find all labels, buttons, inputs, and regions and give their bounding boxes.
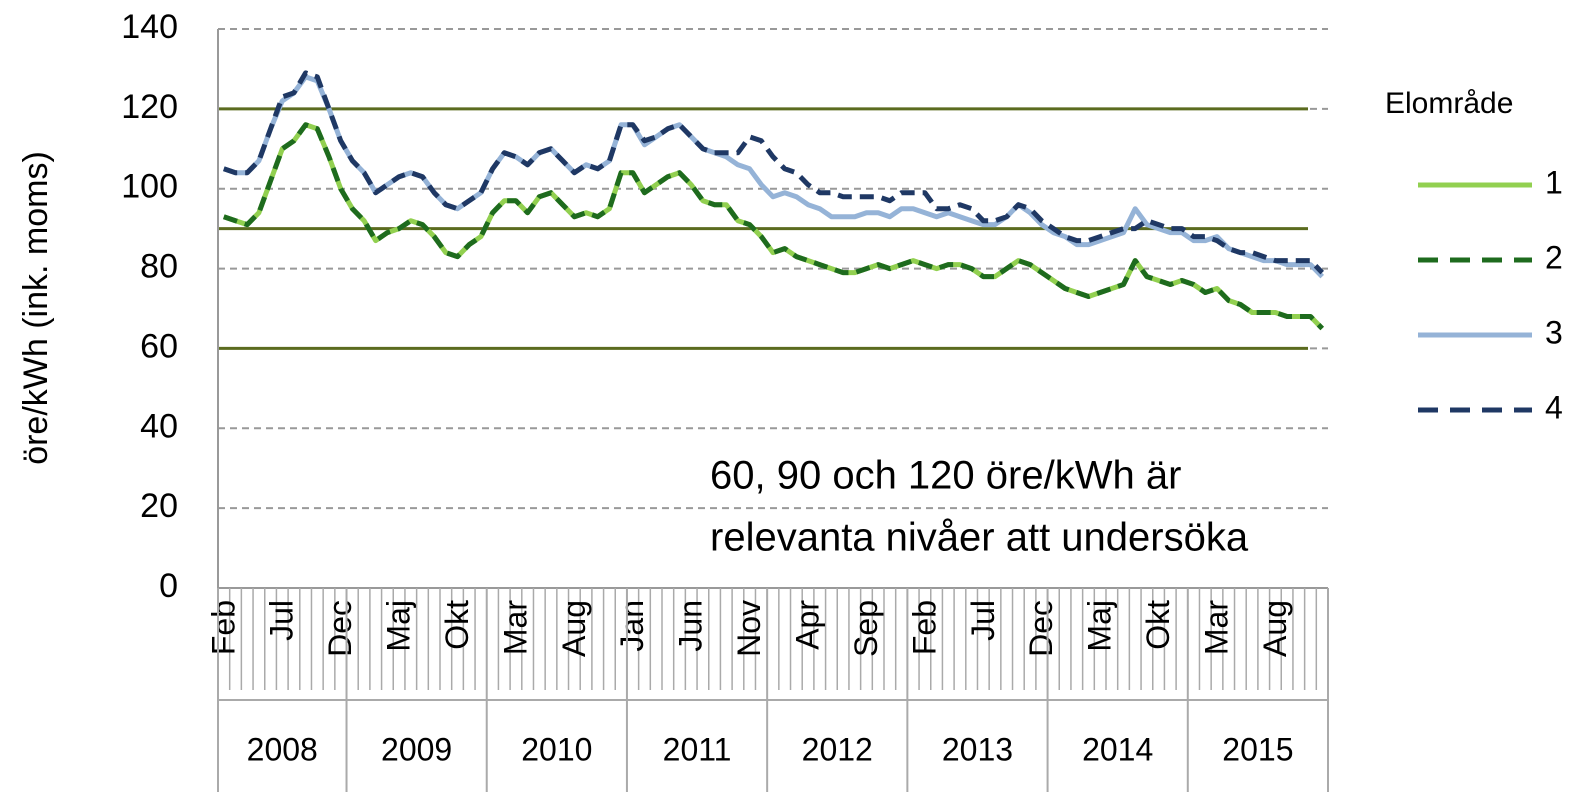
year-label: 2013	[942, 731, 1013, 767]
series-line	[223, 70, 1324, 275]
legend-label: 1	[1545, 164, 1563, 200]
x-tick-label: Sep	[848, 600, 884, 657]
legend-label: 4	[1545, 389, 1563, 425]
y-tick-label: 0	[159, 567, 178, 605]
annotation: relevanta nivåer att undersöka	[710, 516, 1249, 560]
y-tick-label: 140	[121, 8, 178, 46]
x-tick-label: Dec	[322, 600, 358, 657]
x-tick-label: Maj	[1082, 600, 1118, 652]
year-label: 2015	[1222, 731, 1293, 767]
legend-label: 2	[1545, 239, 1563, 275]
y-tick-label: 120	[121, 88, 178, 126]
x-tick-label: Nov	[731, 600, 767, 657]
series-line	[223, 74, 1324, 279]
year-label: 2014	[1082, 731, 1153, 767]
x-tick-label: Okt	[1140, 600, 1176, 650]
x-tick-label: Dec	[1023, 600, 1059, 657]
x-tick-label: Jul	[965, 600, 1001, 641]
year-label: 2008	[247, 731, 318, 767]
x-tick-label: Jan	[614, 600, 650, 652]
x-tick-label: Okt	[439, 600, 475, 650]
y-tick-label: 20	[140, 487, 178, 525]
year-label: 2009	[381, 731, 452, 767]
x-tick-label: Jun	[673, 600, 709, 652]
year-label: 2012	[802, 731, 873, 767]
year-label: 2011	[663, 731, 732, 767]
annotation: 60, 90 och 120 öre/kWh är	[710, 454, 1181, 498]
x-tick-label: Mar	[1198, 600, 1234, 655]
x-tick-label: Aug	[556, 600, 592, 657]
x-tick-label: Feb	[906, 600, 942, 655]
y-tick-label: 40	[140, 407, 178, 445]
x-tick-label: Jul	[264, 600, 300, 641]
series-line	[222, 122, 1324, 331]
x-tick-label: Maj	[381, 600, 417, 652]
y-tick-label: 80	[140, 248, 178, 286]
y-tick-label: 60	[140, 327, 178, 365]
legend-label: 3	[1545, 314, 1563, 350]
y-axis-label: öre/kWh (ink. moms)	[17, 151, 55, 465]
year-label: 2010	[521, 731, 592, 767]
x-tick-label: Aug	[1257, 600, 1293, 657]
legend-title: Elområde	[1385, 87, 1513, 120]
y-tick-label: 100	[121, 168, 178, 206]
x-tick-label: Mar	[497, 600, 533, 655]
x-tick-label: Feb	[205, 600, 241, 655]
x-tick-label: Apr	[790, 600, 826, 650]
